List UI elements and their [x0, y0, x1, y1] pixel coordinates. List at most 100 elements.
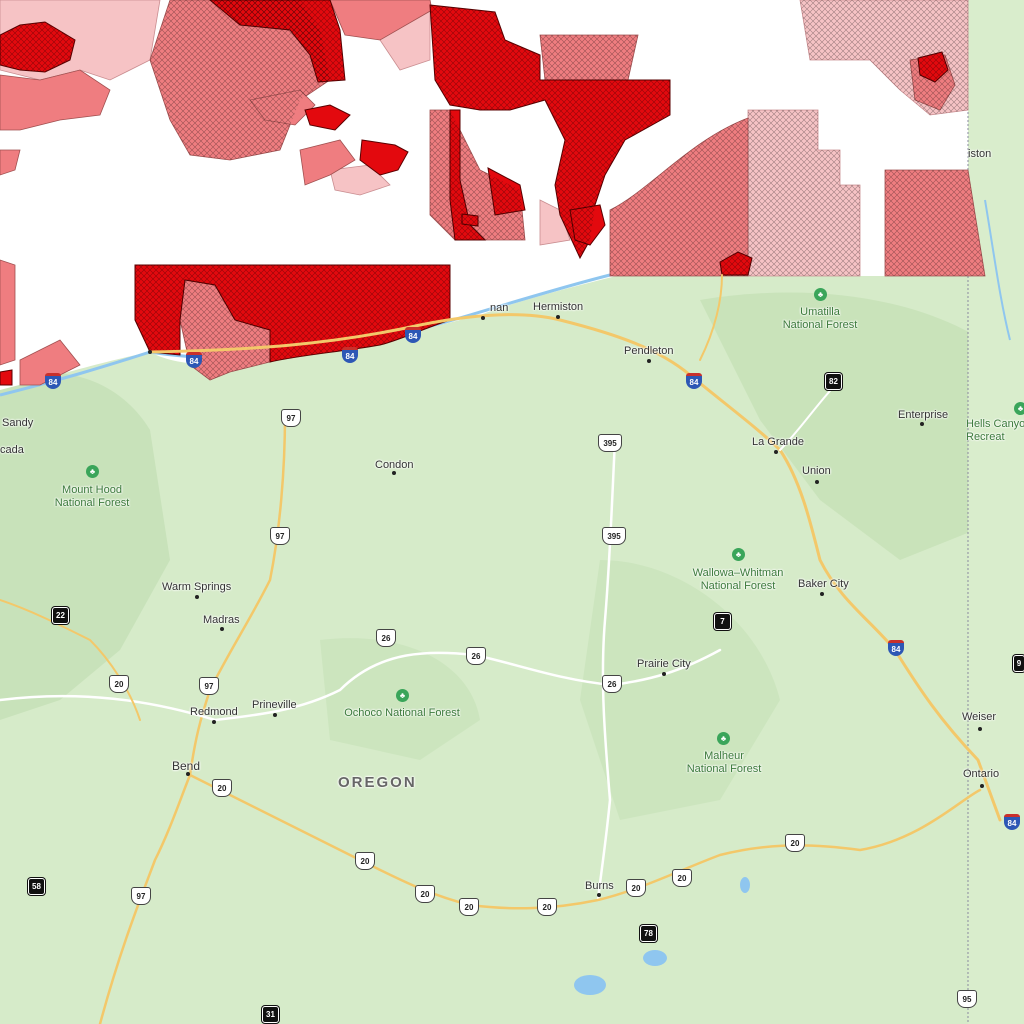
- us-20-shield: 20: [785, 834, 805, 852]
- or-31-shield: 31: [262, 1006, 279, 1023]
- interstate-84-shield: 84: [1004, 814, 1020, 830]
- us-20-shield: 20: [626, 879, 646, 897]
- city-label-madras[interactable]: Madras: [203, 614, 240, 626]
- city-label-umatilla[interactable]: nan: [490, 302, 509, 314]
- us-20-shield: 20: [212, 779, 232, 797]
- city-dot-condon: [392, 471, 396, 475]
- id-9-shield: 9: [1013, 655, 1024, 672]
- city-dot-union: [815, 480, 819, 484]
- forest-line2: Recreat: [966, 431, 1005, 443]
- forest-line1: Mount Hood: [62, 484, 122, 496]
- us-97-shield: 97: [199, 677, 219, 695]
- city-label-hermiston[interactable]: Hermiston: [533, 301, 584, 313]
- city-label-lewiston[interactable]: iston: [968, 148, 992, 160]
- city-label-condon[interactable]: Condon: [375, 459, 414, 471]
- us-97-shield: 97: [131, 887, 151, 905]
- or-7-shield: 7: [714, 613, 731, 630]
- city-dot-pendleton: [647, 359, 651, 363]
- city-label-burns[interactable]: Burns: [585, 880, 614, 892]
- forest-label-malheur[interactable]: Malheur National Forest: [674, 750, 774, 776]
- us-20-shield: 20: [537, 898, 557, 916]
- city-label-la-grande[interactable]: La Grande: [752, 436, 804, 448]
- or-78-shield: 78: [640, 925, 657, 942]
- forest-line1: Malheur: [704, 750, 744, 762]
- forest-label-wallowa-whitman[interactable]: Wallowa–Whitman National Forest: [678, 567, 798, 593]
- forest-line2: National Forest: [686, 763, 762, 775]
- city-dot-warm-springs: [195, 595, 199, 599]
- city-label-ontario[interactable]: Ontario: [963, 768, 1000, 780]
- city-label-bend[interactable]: Bend: [172, 759, 201, 773]
- city-dot-enterprise: [920, 422, 924, 426]
- us-26-shield: 26: [376, 629, 396, 647]
- city-dot-ontario: [980, 784, 984, 788]
- interstate-84-shield: 84: [888, 640, 904, 656]
- cascade-forest-shade: [0, 372, 170, 720]
- city-label-baker-city[interactable]: Baker City: [798, 578, 849, 590]
- city-label-redmond[interactable]: Redmond: [190, 706, 238, 718]
- city-dot-bend: [186, 772, 190, 776]
- city-dot-redmond: [212, 720, 216, 724]
- us-97-shield: 97: [281, 409, 301, 427]
- city-dot-west: [148, 350, 152, 354]
- city-label-prineville[interactable]: Prineville: [252, 699, 297, 711]
- interstate-84-shield: 84: [186, 352, 202, 368]
- city-dot-prairie-city: [662, 672, 666, 676]
- city-dot-weiser: [978, 727, 982, 731]
- interstate-84-shield: 84: [686, 373, 702, 389]
- us-95-shield: 95: [957, 990, 977, 1008]
- forest-line1: Umatilla: [800, 306, 840, 318]
- city-dot-burns: [597, 893, 601, 897]
- forest-label-ochoco[interactable]: Ochoco National Forest: [332, 707, 472, 720]
- choropleth-hatch-overlay: [0, 0, 985, 380]
- us-20-shield: 20: [109, 675, 129, 693]
- us-395-shield: 395: [602, 527, 626, 545]
- snake-river: [984, 199, 1011, 341]
- state-label: OREGON: [338, 774, 417, 791]
- tree-icon-ochoco: ♣: [396, 689, 409, 702]
- tree-icon-hells-canyon: ♣: [1014, 402, 1024, 415]
- us-26-shield: 26: [466, 647, 486, 665]
- interstate-84-shield: 84: [342, 347, 358, 363]
- city-label-cascade[interactable]: cada: [0, 444, 24, 456]
- forest-line1: Ochoco National Forest: [344, 707, 460, 719]
- city-label-pendleton[interactable]: Pendleton: [624, 345, 674, 357]
- forest-line2: National Forest: [782, 319, 858, 331]
- city-dot-prineville: [273, 713, 277, 717]
- forest-label-mount-hood[interactable]: Mount Hood National Forest: [42, 484, 142, 510]
- city-label-union[interactable]: Union: [802, 465, 831, 477]
- tree-icon-malheur: ♣: [717, 732, 730, 745]
- city-label-enterprise[interactable]: Enterprise: [898, 409, 949, 421]
- or-82-shield: 82: [825, 373, 842, 390]
- tree-icon-umatilla: ♣: [814, 288, 827, 301]
- city-label-weiser[interactable]: Weiser: [962, 711, 997, 723]
- city-label-sandy[interactable]: Sandy: [2, 417, 34, 429]
- city-label-prairie-city[interactable]: Prairie City: [637, 658, 691, 670]
- city-dot-baker-city: [820, 592, 824, 596]
- city-dot-umatilla: [481, 316, 485, 320]
- interstate-84-shield: 84: [45, 373, 61, 389]
- us-97-shield: 97: [270, 527, 290, 545]
- interstate-84-shield: 84: [405, 327, 421, 343]
- forest-line2: National Forest: [700, 580, 776, 592]
- forest-label-hells-canyon[interactable]: Hells Canyo Recreat: [966, 418, 1024, 444]
- forest-label-umatilla[interactable]: Umatilla National Forest: [770, 306, 870, 332]
- us-395-shield: 395: [598, 434, 622, 452]
- tree-icon-mount-hood: ♣: [86, 465, 99, 478]
- us-20-shield: 20: [672, 869, 692, 887]
- lakes: [574, 877, 750, 995]
- us-26-shield: 26: [602, 675, 622, 693]
- city-dot-madras: [220, 627, 224, 631]
- us-20-shield: 20: [459, 898, 479, 916]
- or-22-shield: 22: [52, 607, 69, 624]
- city-label-warm-springs[interactable]: Warm Springs: [162, 581, 232, 593]
- city-dot-la-grande: [774, 450, 778, 454]
- forest-line1: Hells Canyo: [966, 418, 1024, 430]
- forest-line1: Wallowa–Whitman: [692, 567, 784, 579]
- or-58-shield: 58: [28, 878, 45, 895]
- city-dot-hermiston: [556, 315, 560, 319]
- us-20-shield: 20: [355, 852, 375, 870]
- tree-icon-wallowa-whitman: ♣: [732, 548, 745, 561]
- us-20-shield: 20: [415, 885, 435, 903]
